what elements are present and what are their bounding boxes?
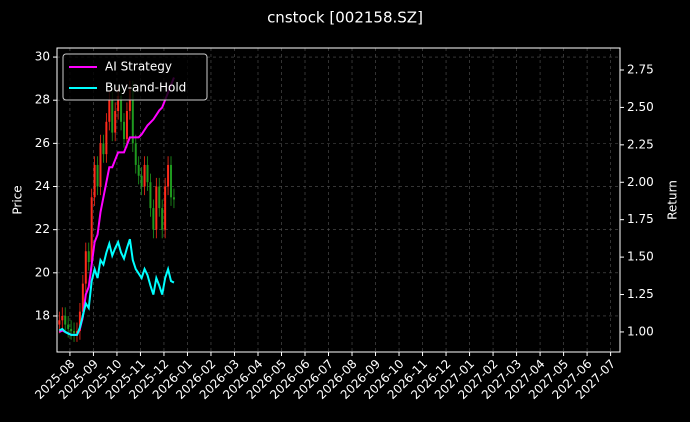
y2-tick-label: 1.50	[627, 250, 654, 264]
candle-body	[158, 186, 161, 209]
candle-body	[105, 121, 108, 155]
y2-axis-label: Return	[666, 180, 680, 220]
candle-body	[96, 164, 99, 187]
candle-body	[120, 95, 123, 122]
legend-label: Buy-and-Hold	[105, 81, 186, 95]
candle-body	[75, 331, 78, 334]
candle-body	[73, 331, 76, 334]
candle-body	[170, 164, 173, 198]
candle-body	[87, 251, 90, 263]
y-axis-label: Price	[11, 185, 25, 214]
y2-tick-label: 2.00	[627, 175, 654, 189]
y2-tick-label: 1.25	[627, 287, 654, 301]
candle-body	[67, 324, 70, 329]
y-tick-label: 22	[35, 222, 50, 236]
candle-body	[172, 197, 175, 200]
candle-body	[149, 182, 152, 209]
y2-tick-label: 1.00	[627, 324, 654, 338]
candle-body	[99, 143, 102, 187]
legend-label: AI Strategy	[105, 60, 172, 74]
return-line	[58, 238, 175, 336]
candle-body	[134, 143, 137, 165]
y-tick-label: 28	[35, 93, 50, 107]
candle-body	[114, 111, 117, 133]
candle-body	[108, 100, 111, 122]
candle-body	[61, 315, 64, 321]
candle-body	[161, 208, 164, 230]
candle-body	[117, 95, 120, 112]
y-tick-label: 26	[35, 136, 50, 150]
candle-body	[137, 164, 140, 176]
candle-body	[70, 328, 73, 332]
y-tick-label: 20	[35, 265, 50, 279]
candle-body	[93, 164, 96, 198]
candle-body	[122, 121, 125, 140]
candle-body	[102, 143, 105, 155]
candle-body	[78, 311, 81, 332]
candle-body	[111, 100, 114, 133]
candle-body	[152, 208, 155, 230]
y2-tick-label: 2.75	[627, 63, 654, 77]
candle-body	[84, 251, 87, 284]
y2-tick-label: 1.75	[627, 212, 654, 226]
y2-tick-label: 2.25	[627, 137, 654, 151]
candle-body	[155, 186, 158, 230]
candle-body	[64, 315, 67, 325]
y-tick-label: 18	[35, 308, 50, 322]
y2-tick-label: 2.50	[627, 100, 654, 114]
candle-body	[58, 320, 61, 325]
candle-body	[146, 164, 149, 183]
chart-title: cnstock [002158.SZ]	[267, 9, 423, 27]
candle-body	[125, 111, 128, 140]
candle-body	[140, 175, 143, 187]
candle-body	[81, 283, 84, 312]
y-tick-label: 30	[35, 50, 50, 64]
legend-box	[62, 53, 208, 101]
candle-body	[90, 197, 93, 263]
candle-body	[143, 164, 146, 187]
candle-body	[164, 186, 167, 230]
candle-body	[131, 89, 134, 144]
y-tick-label: 24	[35, 179, 50, 193]
plot-frame	[56, 47, 621, 353]
candle-body	[167, 164, 170, 187]
